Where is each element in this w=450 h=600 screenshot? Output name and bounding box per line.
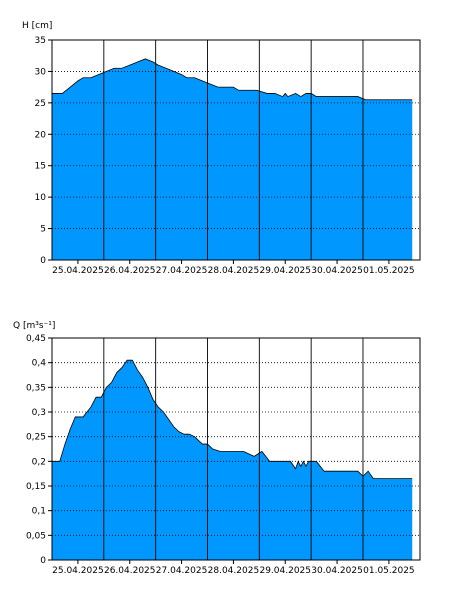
stage-y-tick-label: 15 (35, 162, 46, 172)
discharge-x-tick-label: 25.04.2025 (52, 566, 104, 576)
discharge-y-tick-label: 0,4 (32, 359, 47, 369)
stage-y-tick-label: 35 (35, 36, 46, 46)
discharge-plot-frame (51, 337, 421, 561)
discharge-y-tick-label: 0,3 (32, 408, 46, 418)
stage-y-tick-label: 0 (40, 256, 46, 266)
stage-x-tick-label: 26.04.2025 (104, 266, 156, 276)
stage-y-tick-label: 5 (40, 225, 46, 235)
discharge-y-tick-label: 0,15 (26, 482, 46, 492)
stage-y-tick-label: 25 (35, 99, 46, 109)
stage-y-tick-label: 20 (35, 130, 47, 140)
discharge-x-tick-label: 26.04.2025 (104, 566, 156, 576)
stage-x-tick-label: 29.04.2025 (259, 266, 311, 276)
stage-y-tick-label: 10 (35, 193, 47, 203)
stage-x-tick-label: 25.04.2025 (52, 266, 104, 276)
discharge-series-line (52, 359, 413, 479)
discharge-chart: 0 0,05 0,1 0,15 0,2 0,25 0,3 0,35 0,4 0,45 25.04.2… (13, 321, 421, 576)
discharge-y-tick-label: 0,45 (26, 334, 46, 344)
discharge-x-tick-label: 27.04.2025 (156, 566, 208, 576)
stage-plot-frame (51, 39, 421, 261)
discharge-x-tick-label: 28.04.2025 (208, 566, 260, 576)
stage-x-tick-label: 28.04.2025 (208, 266, 260, 276)
stage-chart: 0 5 10 15 20 25 30 35 25.04.2025 26.04.2025 27.04.… (22, 21, 421, 276)
discharge-x-tick-label: 29.04.2025 (259, 566, 311, 576)
discharge-y-tick-label: 0 (40, 556, 46, 566)
discharge-y-tick-label: 0,25 (26, 433, 46, 443)
discharge-y-axis-label: Q [m³s⁻¹] (13, 321, 55, 331)
discharge-x-tick-label: 30.04.2025 (311, 566, 363, 576)
stage-x-tick-label: 27.04.2025 (156, 266, 208, 276)
discharge-x-tick-label: 01.05.2025 (363, 566, 415, 576)
stage-x-tick-label: 30.04.2025 (311, 266, 363, 276)
stage-series-line (52, 58, 413, 101)
stage-area-fill (52, 58, 413, 260)
discharge-y-tick-label: 0,05 (26, 531, 46, 541)
stage-y-axis-label: H [cm] (22, 21, 52, 31)
discharge-area-fill (52, 360, 413, 560)
stage-y-tick-label: 30 (35, 67, 47, 77)
discharge-y-tick-label: 0,35 (26, 383, 46, 393)
discharge-y-tick-label: 0,1 (32, 507, 46, 517)
discharge-y-tick-label: 0,2 (32, 457, 46, 467)
stage-x-tick-label: 01.05.2025 (363, 266, 415, 276)
